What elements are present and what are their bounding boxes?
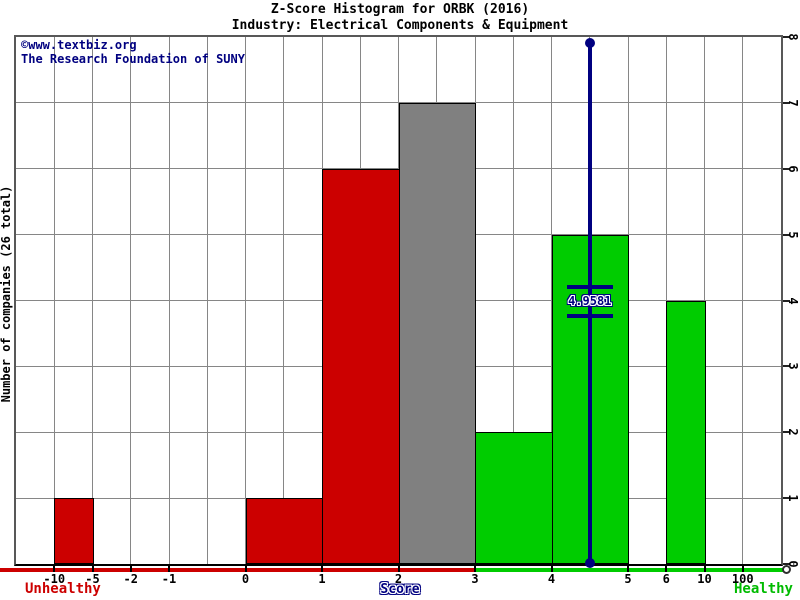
y-tick-mark	[783, 431, 790, 434]
y-tick-label-7: 7	[786, 99, 800, 107]
marker-lower-whisker	[566, 314, 613, 318]
histogram-bar-1-to-2	[322, 168, 400, 564]
histogram-bar-0-to-1	[245, 498, 323, 564]
x-tick-label-3: 3	[471, 572, 479, 586]
y-tick-mark	[783, 299, 790, 302]
attribution: ©www.textbiz.org The Research Foundation…	[21, 38, 245, 66]
x-tick-mark	[397, 566, 400, 572]
x-tick-mark	[627, 566, 629, 572]
histogram-bar-3-to-4	[475, 432, 553, 564]
x-tick-mark	[53, 566, 56, 572]
x-tick-mark	[321, 566, 323, 572]
x-tick-mark	[168, 566, 170, 572]
x-tick-mark	[244, 566, 247, 572]
x-tick-label-10: 10	[697, 572, 712, 586]
x-tick-label--5: -5	[85, 572, 100, 586]
y-tick-mark	[783, 167, 790, 170]
axis-end-circle	[782, 565, 791, 574]
histogram-bar-2-to-3	[398, 102, 476, 564]
y-tick-label-2: 2	[786, 428, 800, 436]
marker-line	[587, 43, 592, 563]
chart-title: Z-Score Histogram for ORBK (2016)	[270, 2, 530, 17]
x-tick-label-0: 0	[241, 572, 250, 586]
x-tick-label-2: 2	[394, 572, 403, 586]
x-tick-label-100: 100	[731, 572, 754, 586]
x-tick-label--10: -10	[43, 572, 66, 586]
y-tick-label-3: 3	[786, 362, 800, 370]
attribution-org: The Research Foundation of SUNY	[21, 52, 245, 66]
y-tick-mark	[783, 563, 790, 565]
chart-subtitle: Industry: Electrical Components & Equipm…	[231, 18, 569, 33]
healthy-axis-strip	[475, 568, 787, 572]
x-tick-label-5: 5	[624, 572, 632, 586]
y-tick-label-0: 0	[786, 560, 800, 568]
unhealthy-caption: Unhealthy	[25, 581, 101, 597]
y-tick-mark	[783, 497, 790, 500]
y-tick-mark	[783, 101, 790, 104]
x-tick-mark	[474, 566, 476, 572]
score-axis-caption: Score	[380, 582, 420, 597]
marker-value-label: 4.9581	[568, 294, 612, 308]
y-tick-mark	[783, 365, 790, 368]
marker-upper-whisker	[566, 285, 613, 289]
x-tick-mark	[129, 566, 132, 572]
x-tick-mark	[665, 566, 668, 572]
x-tick-label-6: 6	[662, 572, 670, 586]
x-tick-label-1: 1	[318, 572, 326, 586]
x-tick-label--1: -1	[161, 572, 177, 586]
x-tick-mark	[91, 566, 94, 572]
attribution-url: ©www.textbiz.org	[21, 38, 137, 52]
y-tick-label-8: 8	[786, 33, 800, 41]
healthy-caption: Healthy	[733, 581, 793, 597]
histogram-bar--10-to--5	[54, 498, 94, 564]
y-axis-label: Number of companies (26 total)	[0, 185, 13, 403]
marker-top-dot	[584, 38, 595, 48]
y-tick-mark	[783, 233, 790, 236]
histogram-bar-6-to-10	[666, 300, 706, 564]
y-tick-mark	[783, 36, 790, 38]
plot-area: ©www.textbiz.org The Research Foundation…	[14, 35, 783, 568]
x-tick-mark	[741, 566, 744, 572]
x-tick-mark	[703, 566, 706, 572]
marker-bottom-dot	[584, 558, 595, 568]
x-tick-label-4: 4	[547, 572, 556, 586]
x-tick-label--2: -2	[123, 572, 138, 586]
x-tick-mark	[550, 566, 553, 572]
y-tick-label-1: 1	[786, 494, 800, 502]
y-tick-label-5: 5	[786, 231, 800, 239]
y-tick-label-6: 6	[786, 165, 800, 173]
y-tick-label-4: 4	[786, 296, 800, 305]
unhealthy-axis-strip	[0, 568, 475, 572]
